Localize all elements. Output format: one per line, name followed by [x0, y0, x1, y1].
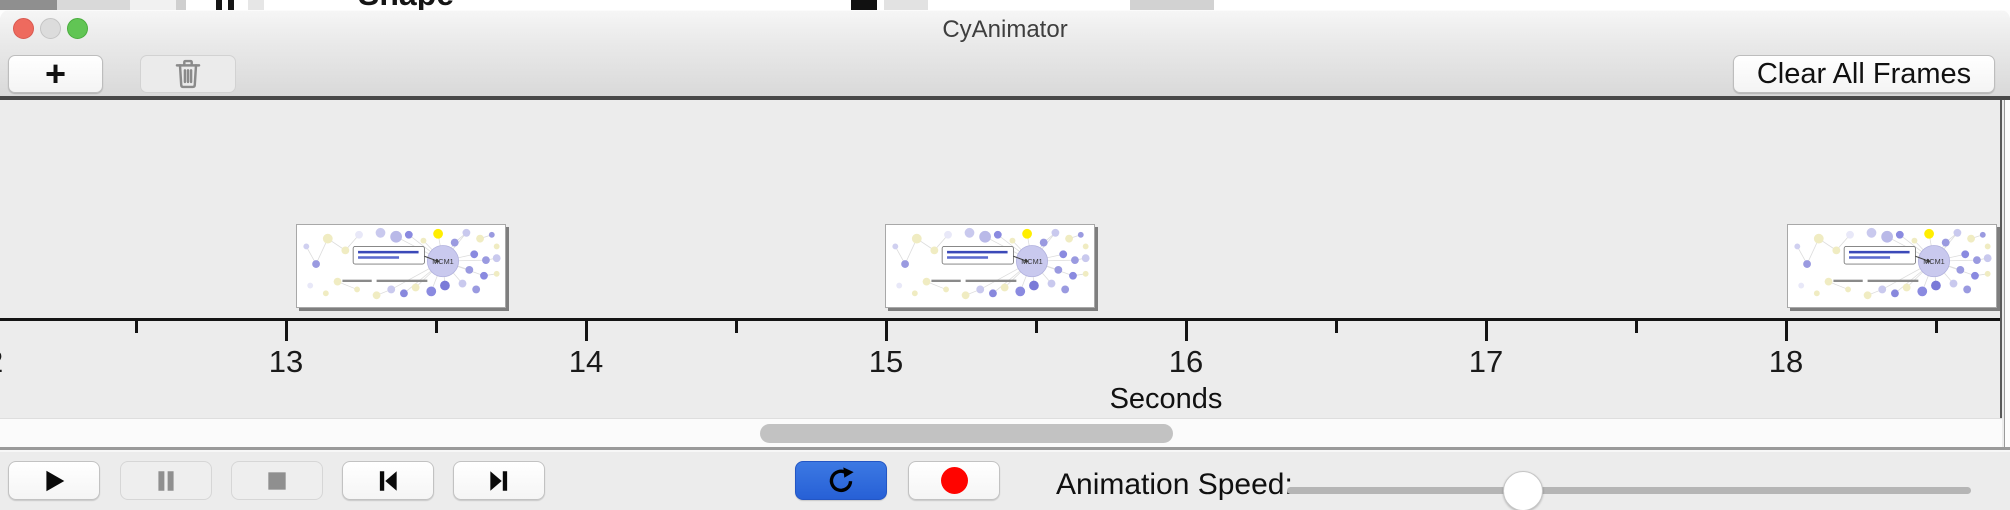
background-shape-text: Shape	[358, 0, 454, 10]
loop-icon	[829, 466, 854, 492]
timeline-major-tick	[1485, 321, 1488, 341]
background-window-strip: Shape	[0, 0, 2010, 10]
frame-node-label: MCM1	[432, 257, 454, 266]
timeline-minor-tick	[135, 321, 138, 333]
timeline-tick-label: 18	[1768, 344, 1804, 379]
controls-divider	[0, 447, 2010, 450]
timeline-tick-label: 15	[868, 344, 904, 379]
window-title: CyAnimator	[942, 16, 1068, 43]
animation-speed-label: Animation Speed:	[1056, 468, 1293, 501]
pause-icon	[158, 470, 174, 491]
animation-speed-slider-track[interactable]	[1287, 487, 1971, 494]
timeline-tick-label: 13	[268, 344, 304, 379]
frame-node-label: MCM1	[1923, 257, 1945, 266]
timeline-minor-tick	[1035, 321, 1038, 333]
timeline-minor-tick	[1335, 321, 1338, 333]
close-button[interactable]	[13, 18, 34, 39]
controls-divider-highlight	[0, 450, 2010, 452]
timeline-minor-tick	[735, 321, 738, 333]
frame-thumbnail[interactable]: MCM1	[885, 224, 1095, 308]
stop-icon	[268, 471, 286, 490]
timeline-scrollbar-track[interactable]	[0, 418, 2002, 448]
skip-to-end-button[interactable]	[453, 461, 545, 500]
trash-icon	[175, 59, 201, 89]
add-frame-button[interactable]: +	[8, 55, 103, 93]
animation-speed-slider-thumb[interactable]	[1503, 471, 1543, 510]
background-fragment	[0, 0, 57, 10]
skip-to-start-button[interactable]	[342, 461, 434, 500]
background-fragment	[216, 0, 222, 10]
timeline-major-tick	[585, 321, 588, 341]
network-preview-image: MCM1	[1794, 227, 1992, 300]
timeline-minor-tick	[435, 321, 438, 333]
frame-tooltip-box	[941, 246, 1030, 265]
frame-thumbnail[interactable]: MCM1	[296, 224, 506, 308]
background-fragment	[228, 0, 234, 10]
network-preview-image: MCM1	[303, 227, 501, 300]
timeline-panel[interactable]: 12 13 14 15 16 17 18 Seconds	[0, 100, 2002, 427]
timeline-minor-tick	[1935, 321, 1938, 333]
pause-button[interactable]	[120, 461, 212, 500]
frame-tooltip-box	[1843, 246, 1932, 265]
skip-to-start-icon	[379, 470, 397, 491]
clear-all-frames-label: Clear All Frames	[1756, 57, 1972, 90]
network-preview-image: MCM1	[892, 227, 1090, 300]
timeline-major-tick	[285, 321, 288, 341]
timeline-axis-caption: Seconds	[1109, 383, 1223, 415]
timeline-major-tick	[1185, 321, 1188, 341]
playback-controls-bar: Animation Speed:	[0, 452, 2010, 510]
timeline-tick-label: 14	[568, 344, 604, 379]
timeline-axis	[0, 318, 2000, 321]
timeline-minor-tick	[1635, 321, 1638, 333]
frame-thumbnail[interactable]: MCM1	[1787, 224, 1997, 308]
stop-button[interactable]	[231, 461, 323, 500]
clear-all-frames-button[interactable]: Clear All Frames	[1733, 55, 1995, 93]
frame-node-label: MCM1	[1021, 257, 1043, 266]
background-fragment	[1130, 0, 1214, 10]
timeline-tick-label: 16	[1168, 344, 1204, 379]
background-fragment	[57, 0, 130, 10]
cyanimator-window: CyAnimator + Clear All Frames 12 13 14 15 16…	[0, 10, 2010, 510]
zoom-button[interactable]	[67, 18, 88, 39]
background-fragment	[248, 0, 264, 10]
panel-right-edge	[2004, 100, 2010, 447]
record-icon	[940, 467, 968, 494]
play-icon	[46, 470, 65, 491]
window-chrome: CyAnimator + Clear All Frames	[0, 10, 2010, 100]
timeline-scrollbar-thumb[interactable]	[760, 424, 1173, 443]
timeline-major-tick	[885, 321, 888, 341]
record-button[interactable]	[908, 461, 1000, 500]
delete-frame-button[interactable]	[140, 55, 236, 93]
background-fragment	[884, 0, 928, 10]
background-fragment	[851, 0, 877, 10]
frame-tooltip-box	[352, 246, 441, 265]
timeline-tick-label: 12	[0, 344, 26, 380]
loop-button[interactable]	[795, 461, 887, 500]
minimize-button[interactable]	[40, 18, 61, 39]
background-fragment	[130, 0, 176, 10]
timeline-major-tick	[1785, 321, 1788, 341]
skip-to-end-icon	[490, 470, 508, 491]
background-fragment	[176, 0, 186, 10]
timeline-tick-label: 17	[1468, 344, 1504, 379]
play-button[interactable]	[8, 461, 100, 500]
plus-icon: +	[44, 53, 67, 94]
